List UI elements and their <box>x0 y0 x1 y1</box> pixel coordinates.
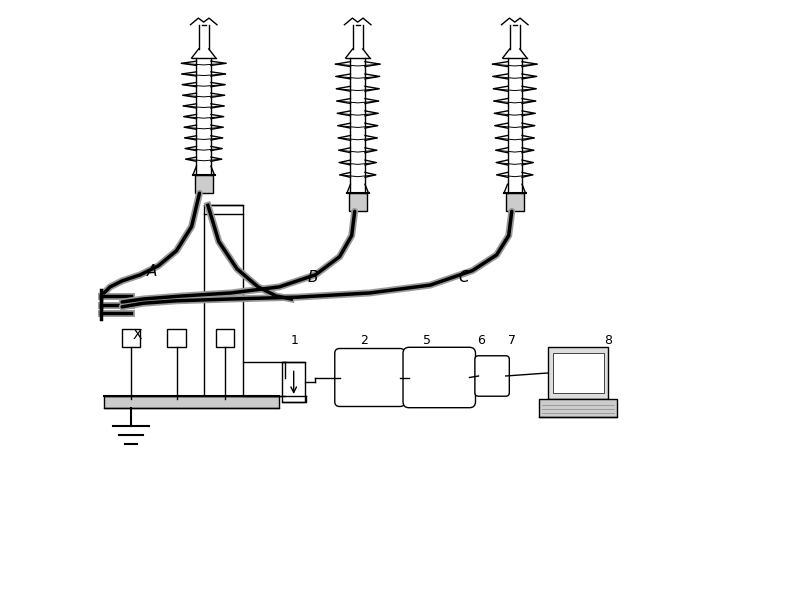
Text: B: B <box>307 271 318 285</box>
Text: 1: 1 <box>290 334 298 347</box>
FancyBboxPatch shape <box>553 353 603 393</box>
FancyBboxPatch shape <box>194 175 213 193</box>
Text: 2: 2 <box>360 334 368 347</box>
FancyBboxPatch shape <box>216 329 234 347</box>
Text: 7: 7 <box>508 334 516 347</box>
FancyBboxPatch shape <box>104 396 279 408</box>
FancyBboxPatch shape <box>122 329 140 347</box>
FancyBboxPatch shape <box>282 362 305 402</box>
FancyBboxPatch shape <box>539 399 618 417</box>
FancyBboxPatch shape <box>403 347 475 408</box>
FancyBboxPatch shape <box>334 349 405 406</box>
Text: 6: 6 <box>478 334 486 347</box>
Text: 8: 8 <box>604 334 612 347</box>
Text: 5: 5 <box>423 334 431 347</box>
Text: X: X <box>133 328 142 342</box>
FancyBboxPatch shape <box>204 205 243 399</box>
Text: A: A <box>147 265 158 279</box>
FancyBboxPatch shape <box>475 356 510 396</box>
FancyBboxPatch shape <box>167 329 186 347</box>
FancyBboxPatch shape <box>506 193 524 211</box>
FancyBboxPatch shape <box>548 347 608 399</box>
Text: C: C <box>458 271 469 285</box>
FancyBboxPatch shape <box>349 193 366 211</box>
